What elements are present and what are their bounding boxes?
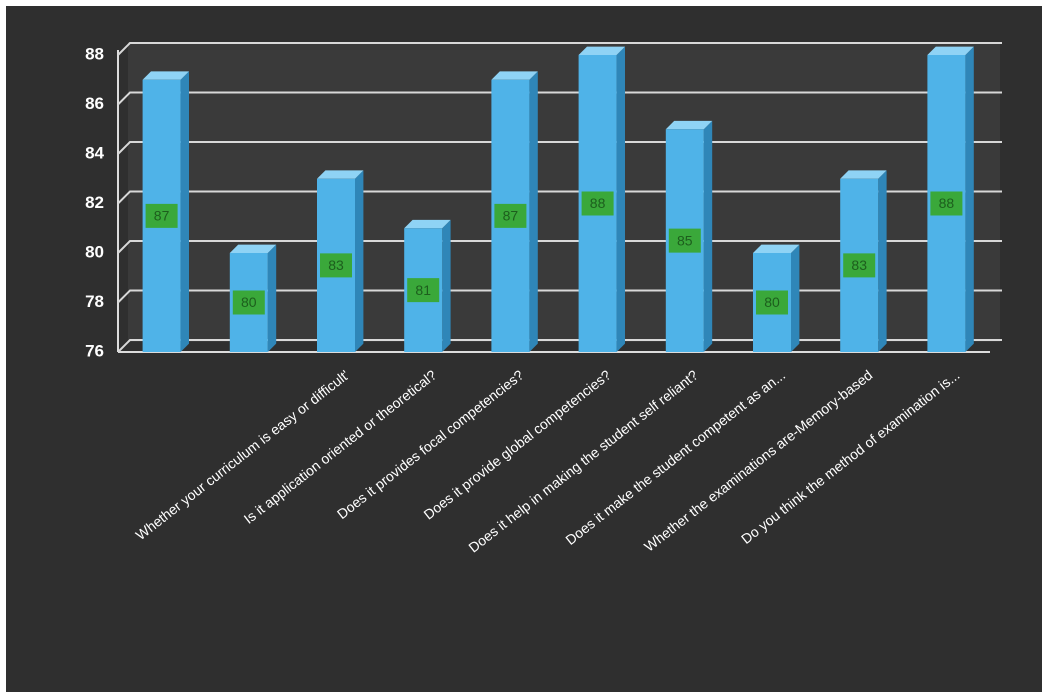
bar-side: [355, 170, 364, 352]
value-label: 80: [764, 294, 780, 310]
value-label-box: [494, 203, 527, 228]
bar-top: [142, 71, 189, 80]
value-label: 85: [677, 232, 693, 248]
value-label: 88: [590, 195, 606, 211]
value-label: 87: [154, 208, 170, 224]
bar-side: [267, 244, 277, 352]
value-label-box: [930, 191, 963, 216]
value-label: 87: [503, 208, 519, 224]
bar-side: [878, 170, 887, 352]
y-tick-label: 78: [85, 292, 104, 311]
value-label: 83: [851, 257, 867, 273]
bar-top: [404, 219, 451, 229]
bar-top: [840, 170, 887, 179]
value-label: 81: [415, 282, 431, 298]
bar-top: [229, 244, 277, 253]
bar-side: [703, 120, 713, 352]
value-label: 88: [939, 195, 955, 211]
bar-top: [317, 170, 364, 179]
bar-top: [927, 46, 974, 55]
bar-side: [529, 71, 538, 352]
value-label-box: [843, 253, 876, 278]
bar-top: [665, 120, 713, 130]
value-label-box: [320, 253, 352, 278]
bar-side: [965, 46, 974, 352]
y-tick-label: 76: [85, 341, 104, 360]
y-tick-label: 88: [85, 44, 104, 63]
grid-line: [117, 91, 1002, 106]
value-label-box: [407, 278, 440, 303]
bar-top: [578, 46, 625, 55]
value-label-box: [668, 228, 701, 253]
y-tick-label: 84: [85, 143, 104, 162]
y-tick-label: 82: [85, 193, 104, 212]
y-tick-label: 80: [85, 242, 104, 261]
value-label-box: [145, 203, 178, 228]
bar-side: [616, 46, 625, 352]
bar-side: [180, 71, 189, 352]
grid-line: [117, 42, 1002, 56]
value-label-box: [232, 290, 265, 315]
value-label: 80: [241, 294, 257, 310]
value-label-box: [581, 191, 614, 216]
bar-side: [791, 244, 800, 352]
value-label: 83: [328, 257, 344, 273]
value-label-box: [756, 290, 788, 315]
y-tick-label: 86: [85, 94, 104, 113]
bar-side: [442, 219, 451, 352]
bar-top: [753, 244, 800, 253]
bar-top: [491, 71, 538, 80]
